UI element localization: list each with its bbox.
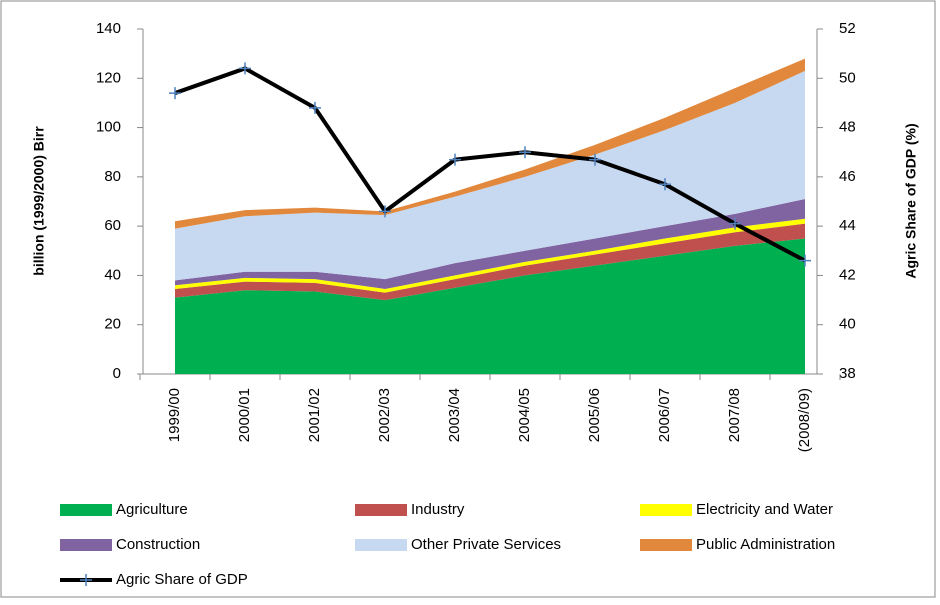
legend-swatch (60, 504, 112, 516)
area (175, 70, 805, 281)
legend-label: Construction (116, 536, 200, 553)
y2-tick-label: 40 (839, 316, 856, 333)
y-tick-label: 40 (104, 266, 121, 283)
legend-label: Other Private Services (411, 536, 561, 553)
x-tick-label: 2003/04 (446, 388, 463, 442)
legend-swatch (60, 539, 112, 551)
y2-tick-label: 52 (839, 20, 856, 37)
marker (449, 153, 461, 166)
y2-tick-label: 38 (839, 365, 856, 382)
marker (239, 62, 251, 75)
x-tick-label: 2007/08 (726, 388, 743, 442)
y-tick-label: 100 (96, 119, 121, 136)
line (174, 66, 806, 263)
x-tick-label: 2005/06 (586, 388, 603, 442)
legend-label: Public Administration (696, 536, 835, 553)
y2-tick-label: 42 (839, 266, 856, 283)
marker (379, 205, 391, 218)
y2-tick-label: 48 (839, 119, 856, 136)
marker (309, 101, 321, 114)
y-tick-label: 60 (104, 217, 121, 234)
y-tick-label: 120 (96, 69, 121, 86)
area (175, 238, 805, 374)
legend-label: Industry (411, 501, 465, 518)
y-tick-label: 0 (113, 365, 121, 382)
area (175, 58, 805, 229)
marker (589, 153, 601, 166)
y2-tick-label: 46 (839, 168, 856, 185)
legend-label: Agric Share of GDP (116, 571, 248, 588)
y-tick-label: 140 (96, 20, 121, 37)
marker (169, 87, 181, 100)
legend-swatch (355, 504, 407, 516)
legend-swatch (640, 539, 692, 551)
x-tick-label: 2004/05 (516, 388, 533, 442)
x-tick-label: 2000/01 (236, 388, 253, 442)
marker (729, 217, 741, 230)
legend-swatch (355, 539, 407, 551)
y2-tick-label: 44 (839, 217, 856, 234)
legend-swatch (640, 504, 692, 516)
y2-tick-label: 50 (839, 69, 856, 86)
marker (519, 146, 531, 159)
y-axis-title: billion (1999/2000) Birr (31, 126, 47, 276)
legend-label: Electricity and Water (696, 501, 833, 518)
legend-label: Agriculture (116, 501, 188, 518)
y-tick-label: 80 (104, 168, 121, 185)
y2-axis-title: Agric Share of GDP (%) (903, 123, 919, 278)
marker (799, 254, 811, 267)
x-tick-label: 2001/02 (306, 388, 323, 442)
marker (659, 178, 671, 191)
legend-marker (80, 574, 92, 586)
y-tick-label: 20 (104, 316, 121, 333)
x-tick-label: (2008/09) (796, 388, 813, 452)
x-tick-label: 2002/03 (376, 388, 393, 442)
x-tick-label: 2006/07 (656, 388, 673, 442)
x-tick-label: 1999/00 (166, 388, 183, 442)
